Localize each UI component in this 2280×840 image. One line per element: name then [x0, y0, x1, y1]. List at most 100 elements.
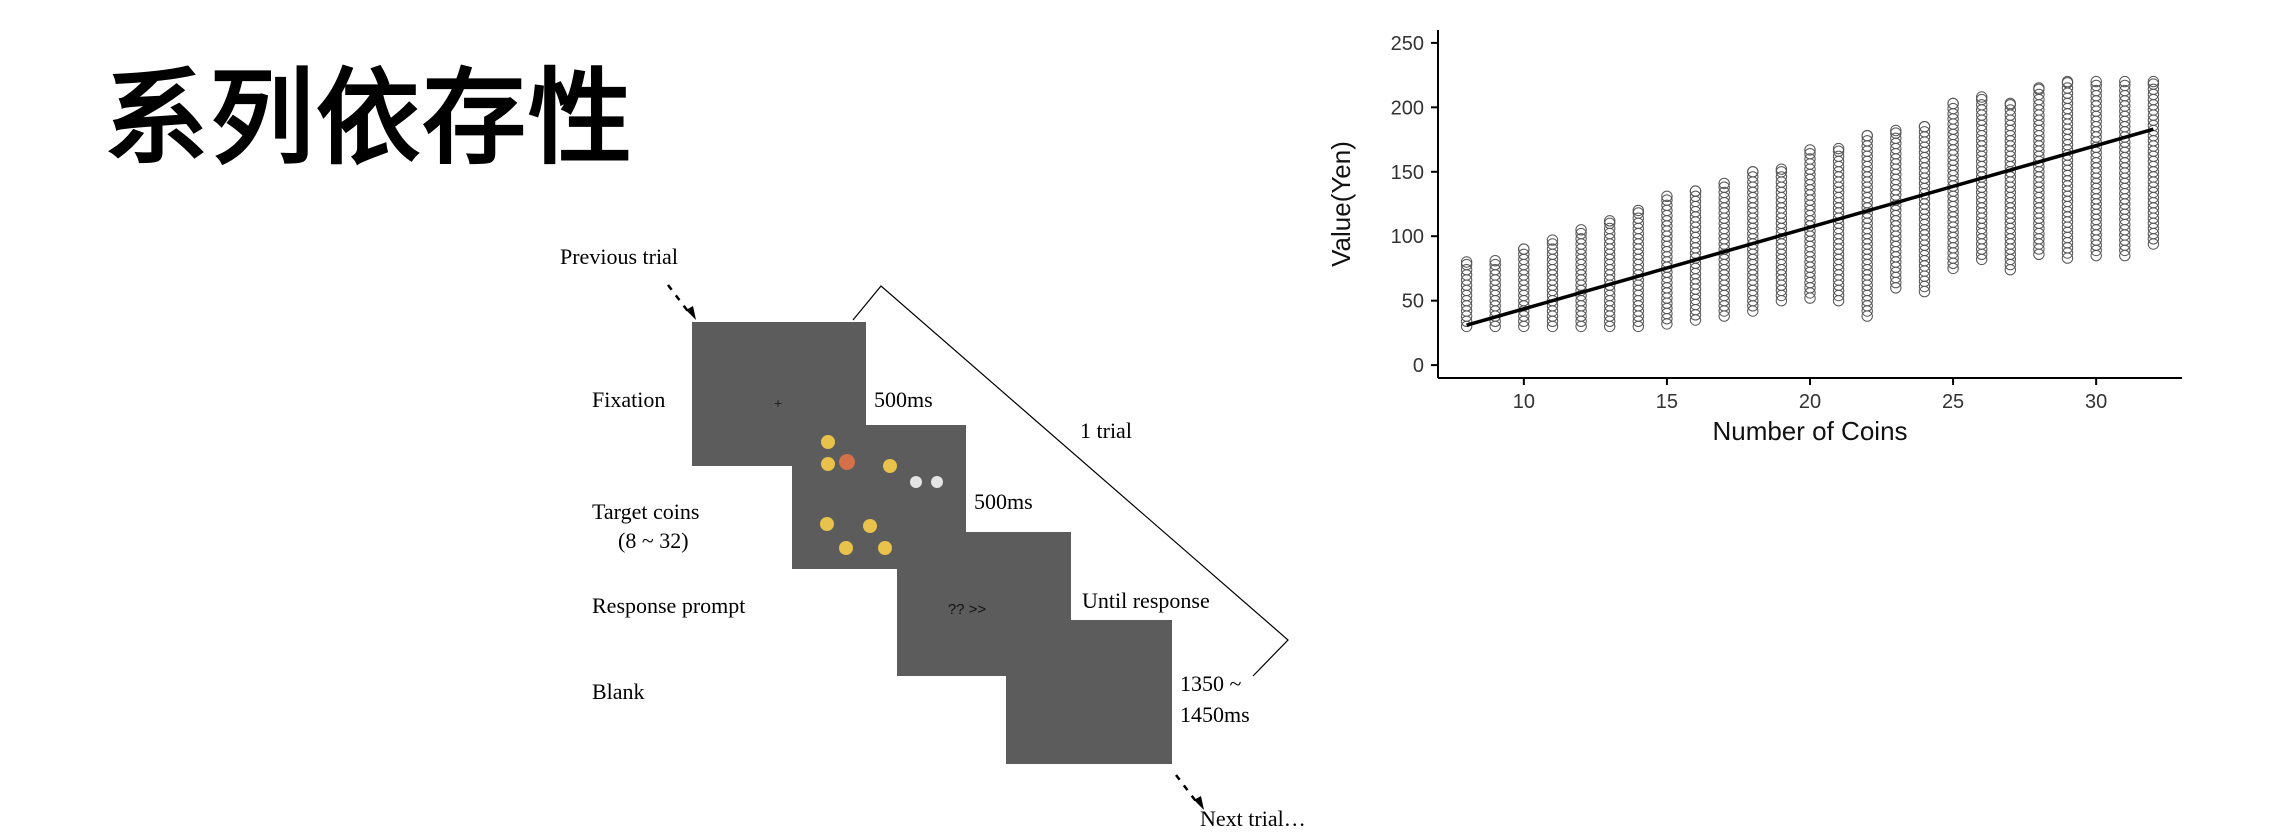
data-point — [1632, 204, 1644, 217]
step-label-blank: Blank — [592, 679, 645, 704]
data-point — [1661, 199, 1673, 212]
data-point — [2033, 88, 2045, 101]
data-point — [2119, 75, 2131, 88]
y-tick-label: 50 — [1402, 291, 1424, 313]
data-point — [1518, 248, 1530, 261]
data-point — [1718, 186, 1730, 199]
data-point — [2090, 84, 2102, 97]
data-point — [1689, 185, 1702, 197]
data-point — [2090, 75, 2102, 88]
x-tick-label: 25 — [1942, 391, 1964, 413]
data-point — [1460, 264, 1473, 276]
data-point — [1546, 234, 1559, 246]
data-point — [2061, 82, 2074, 94]
data-point — [1661, 194, 1673, 206]
blank-screen — [1006, 620, 1172, 764]
data-point — [1804, 148, 1816, 160]
duration-response-prompt: Until response — [1082, 588, 1210, 613]
gold-coin — [820, 517, 834, 531]
data-point — [2033, 82, 2045, 94]
data-point — [1604, 217, 1616, 230]
data-point — [1460, 258, 1473, 271]
x-tick-label: 20 — [1799, 391, 1821, 413]
data-point — [1890, 132, 1902, 145]
gold-coin — [821, 435, 835, 449]
coin-group — [820, 435, 943, 555]
data-point — [1661, 190, 1673, 203]
value-vs-coins-scatter: 10 15 20 25 30 0 50 100 150 200 250 Number of Coin… — [1326, 30, 2182, 446]
data-point — [2119, 84, 2131, 97]
data-point — [1976, 93, 1988, 106]
data-point — [1747, 171, 1759, 183]
next-trial-arrow — [1175, 774, 1199, 805]
regression-line — [1466, 127, 2154, 327]
data-point — [1718, 177, 1730, 190]
data-point — [1632, 207, 1644, 219]
data-point — [1775, 171, 1788, 183]
gold-coin — [883, 459, 897, 473]
fixation-cross: + — [774, 395, 782, 411]
y-tick-label: 150 — [1391, 162, 1424, 184]
data-point — [1689, 190, 1702, 203]
data-point — [1890, 124, 1902, 137]
one-trial-bracket — [852, 285, 1289, 677]
next-trial-label: Next trial… — [1200, 806, 1306, 830]
y-tick-label: 200 — [1391, 97, 1424, 119]
data-point — [1775, 163, 1788, 175]
gold-coin — [839, 541, 853, 555]
data-point — [1832, 150, 1845, 163]
data-point — [1890, 127, 1902, 139]
response-prompt-text: ?? >> — [948, 601, 987, 618]
y-tick-label: 250 — [1391, 33, 1424, 55]
step-label-target-coins: Target coins — [592, 499, 699, 524]
data-point — [1460, 256, 1473, 268]
y-tick-label: 100 — [1391, 226, 1424, 248]
data-point — [2147, 83, 2160, 96]
data-point — [1861, 135, 1873, 147]
data-point — [1947, 102, 1959, 115]
data-point — [1489, 258, 1501, 271]
x-tick-label: 30 — [2085, 391, 2107, 413]
scatter-points — [1460, 75, 2160, 333]
gold-coin — [863, 519, 877, 533]
copper-coin — [839, 454, 855, 470]
data-point — [1575, 233, 1587, 245]
data-point — [2004, 97, 2016, 110]
data-point — [2119, 79, 2131, 92]
data-point — [2147, 78, 2160, 90]
duration-blank-line2: 1450ms — [1180, 702, 1250, 727]
data-point — [1976, 91, 1988, 103]
data-point — [1489, 264, 1501, 276]
silver-coin — [910, 476, 922, 488]
data-point — [1947, 97, 1959, 110]
data-point — [1575, 227, 1587, 240]
one-trial-label: 1 trial — [1080, 418, 1132, 443]
data-point — [1918, 126, 1931, 138]
previous-trial-label: Previous trial — [560, 244, 678, 269]
data-point — [2004, 104, 2016, 116]
data-point — [2090, 79, 2102, 92]
data-point — [1575, 224, 1587, 236]
trial-procedure-diagram: Previous trial + ?? >> Fixation Target c… — [560, 244, 1306, 830]
axis-ticks: 10 15 20 25 30 0 50 100 150 200 250 — [1391, 33, 2108, 413]
data-point — [1804, 144, 1816, 156]
data-point — [1718, 181, 1730, 193]
data-point — [2061, 75, 2074, 88]
data-point — [1747, 166, 1759, 178]
data-point — [1604, 222, 1616, 235]
x-axis-label: Number of Coins — [1712, 416, 1907, 446]
data-point — [1546, 243, 1559, 255]
step-label-response-prompt: Response prompt — [592, 593, 745, 618]
data-point — [1632, 212, 1644, 224]
data-point — [2147, 75, 2160, 88]
slide-title: 系列依存性 — [104, 57, 635, 179]
gold-coin — [821, 457, 835, 471]
x-tick-label: 10 — [1513, 391, 1535, 413]
data-point — [1832, 145, 1845, 157]
x-tick-label: 15 — [1656, 391, 1678, 413]
previous-trial-arrow — [667, 284, 691, 315]
data-point — [1832, 142, 1845, 155]
previous-trial-arrowhead — [686, 306, 696, 320]
data-point — [1918, 121, 1931, 133]
duration-blank-line1: 1350 ~ — [1180, 671, 1242, 696]
